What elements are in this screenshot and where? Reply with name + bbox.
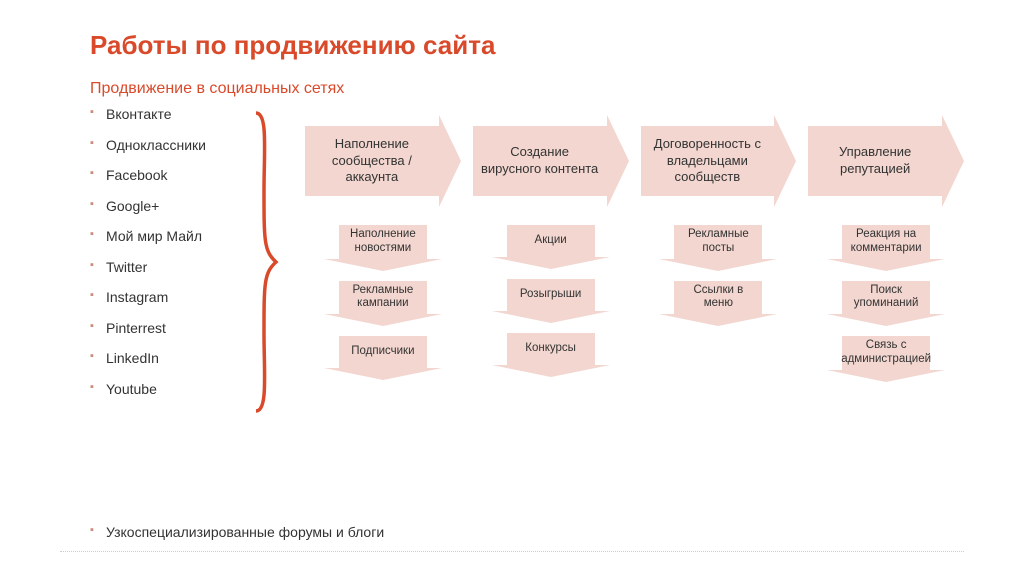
list-item: Мой мир Майл xyxy=(90,229,275,243)
flow-sub-label: Конкурсы xyxy=(507,333,595,365)
list-item: Google+ xyxy=(90,199,275,213)
list-item: Одноклассники xyxy=(90,138,275,152)
arrow-down-head-icon xyxy=(492,257,610,269)
flow-sub-arrow: Наполнение новостями xyxy=(324,225,442,271)
bullet-list: Вконтакте Одноклассники Facebook Google+ Мой… xyxy=(90,107,275,396)
flow-sub-label: Наполнение новостями xyxy=(339,225,427,259)
flow-sub-column: Рекламные посты Ссылки в меню xyxy=(641,225,797,382)
flow-step-arrow: Создание вирусного контента xyxy=(473,115,629,207)
content-row: Вконтакте Одноклассники Facebook Google+ Мой… xyxy=(90,107,964,412)
flow-sub-arrow: Ссылки в меню xyxy=(659,281,777,327)
arrow-down-head-icon xyxy=(659,314,777,326)
arrow-down-head-icon xyxy=(827,370,945,382)
arrow-down-head-icon xyxy=(492,311,610,323)
flow-sub-label: Подписчики xyxy=(339,336,427,368)
flow-step-label: Управление репутацией xyxy=(808,126,942,196)
arrow-down-head-icon xyxy=(324,259,442,271)
flow-sub-label: Рекламные кампании xyxy=(339,281,427,315)
arrow-down-head-icon xyxy=(324,314,442,326)
list-item: Вконтакте xyxy=(90,107,275,121)
arrow-down-head-icon xyxy=(659,259,777,271)
flow-step-arrow: Договоренность с владельцами сообществ xyxy=(641,115,797,207)
list-item: Youtube xyxy=(90,382,275,396)
flow-sub-column: Акции Розыгрыши Конкурсы xyxy=(473,225,629,382)
flow-step-label: Создание вирусного контента xyxy=(473,126,607,196)
list-item: Pinterrest xyxy=(90,321,275,335)
flow-sub-arrow: Рекламные кампании xyxy=(324,281,442,327)
list-item: Twitter xyxy=(90,260,275,274)
big-arrow-row: Наполнение сообщества / аккаунта Создание… xyxy=(305,115,964,207)
flow-sub-arrow: Акции xyxy=(492,225,610,269)
flow-step-label: Договоренность с владельцами сообществ xyxy=(641,126,775,196)
arrow-down-head-icon xyxy=(827,259,945,271)
flow-sub-label: Поиск упоминаний xyxy=(842,281,930,315)
flow-sub-label: Ссылки в меню xyxy=(674,281,762,315)
flow-sub-arrow: Рекламные посты xyxy=(659,225,777,271)
flow-sub-label: Связь с администрацией xyxy=(842,336,930,370)
arrow-down-head-icon xyxy=(827,314,945,326)
flow-sub-column: Наполнение новостями Рекламные кампании По… xyxy=(305,225,461,382)
bullet-column: Вконтакте Одноклассники Facebook Google+ Мой… xyxy=(90,107,275,412)
list-item: Instagram xyxy=(90,290,275,304)
arrow-head-icon xyxy=(607,115,629,207)
flow-sub-arrow: Связь с администрацией xyxy=(827,336,945,382)
flow-step-arrow: Наполнение сообщества / аккаунта xyxy=(305,115,461,207)
arrow-head-icon xyxy=(774,115,796,207)
flow-sub-arrow: Подписчики xyxy=(324,336,442,380)
flow-sub-label: Рекламные посты xyxy=(674,225,762,259)
flow-sub-arrow: Поиск упоминаний xyxy=(827,281,945,327)
list-item: Facebook xyxy=(90,168,275,182)
flow-step-label: Наполнение сообщества / аккаунта xyxy=(305,126,439,196)
flow-sub-arrow: Реакция на комментарии xyxy=(827,225,945,271)
flow-sub-arrow: Розыгрыши xyxy=(492,279,610,323)
flow-sub-column: Реакция на комментарии Поиск упоминаний Св… xyxy=(808,225,964,382)
subtitle: Продвижение в социальных сетях xyxy=(90,79,964,99)
flow-step-arrow: Управление репутацией xyxy=(808,115,964,207)
slide: Работы по продвижению сайта Продвижение … xyxy=(0,0,1024,576)
flow-area: Наполнение сообщества / аккаунта Создание… xyxy=(275,107,964,412)
flow-sub-label: Акции xyxy=(507,225,595,257)
arrow-head-icon xyxy=(942,115,964,207)
page-title: Работы по продвижению сайта xyxy=(90,30,964,61)
arrow-down-head-icon xyxy=(324,368,442,380)
flow-sub-label: Розыгрыши xyxy=(507,279,595,311)
list-item: LinkedIn xyxy=(90,351,275,365)
footer-divider xyxy=(60,551,964,552)
flow-sub-label: Реакция на комментарии xyxy=(842,225,930,259)
small-arrow-columns: Наполнение новостями Рекламные кампании По… xyxy=(305,225,964,382)
arrow-head-icon xyxy=(439,115,461,207)
flow-sub-arrow: Конкурсы xyxy=(492,333,610,377)
arrow-down-head-icon xyxy=(492,365,610,377)
list-item-last: Узкоспециализированные форумы и блоги xyxy=(90,524,384,540)
